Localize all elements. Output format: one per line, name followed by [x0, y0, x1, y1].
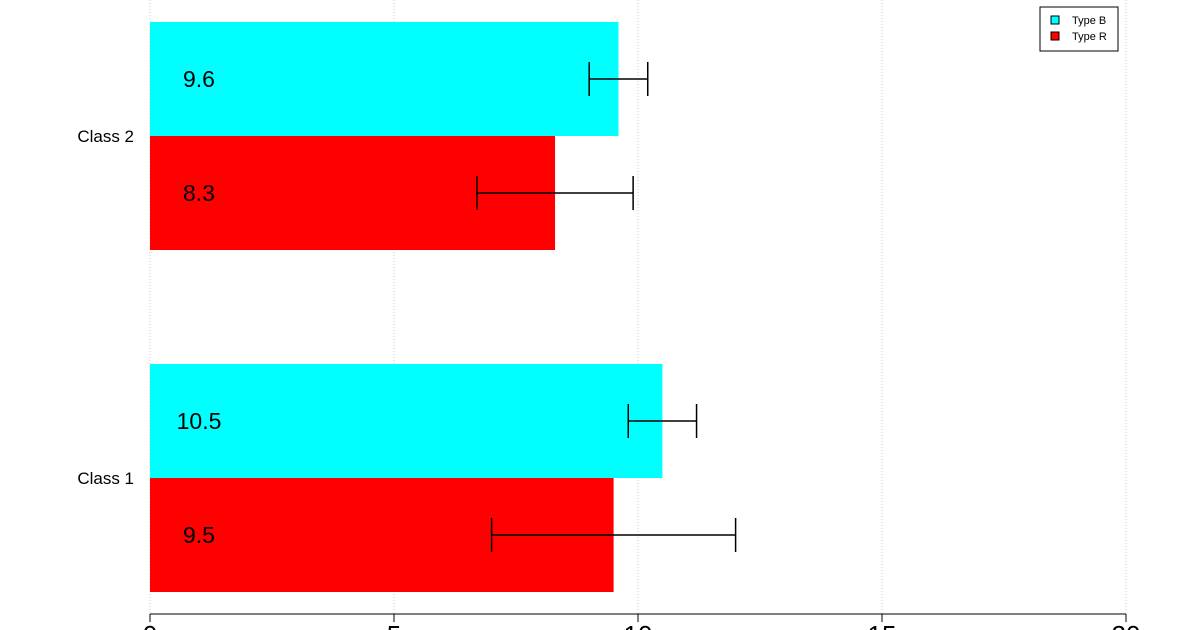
legend-swatch-type-b — [1050, 15, 1060, 25]
x-tick-label: 10 — [624, 620, 653, 630]
category-labels: Class 1 Class 2 — [77, 127, 134, 488]
legend: Type B Type R — [1039, 6, 1119, 52]
x-tick-label: 20 — [1112, 620, 1141, 630]
bars — [150, 22, 663, 592]
category-label: Class 2 — [77, 127, 134, 146]
x-tick-label: 5 — [387, 620, 401, 630]
value-label: 10.5 — [177, 408, 222, 434]
value-labels: 9.5 10.5 8.3 9.6 — [177, 66, 222, 548]
bar — [150, 364, 663, 478]
x-tick-label: 0 — [143, 620, 157, 630]
bar — [150, 22, 619, 136]
legend-box — [1039, 6, 1119, 52]
category-label: Class 1 — [77, 469, 134, 488]
legend-label-type-b: Type B — [1072, 15, 1106, 27]
value-label: 9.5 — [183, 522, 215, 548]
legend-label-type-r: Type R — [1072, 31, 1107, 43]
value-label: 8.3 — [183, 180, 215, 206]
x-tick-label: 15 — [868, 620, 897, 630]
error-bars — [476, 62, 737, 552]
x-axis: 0 5 10 15 20 — [143, 613, 1141, 630]
legend-swatch-type-r — [1050, 31, 1060, 41]
value-label: 9.6 — [183, 66, 215, 92]
